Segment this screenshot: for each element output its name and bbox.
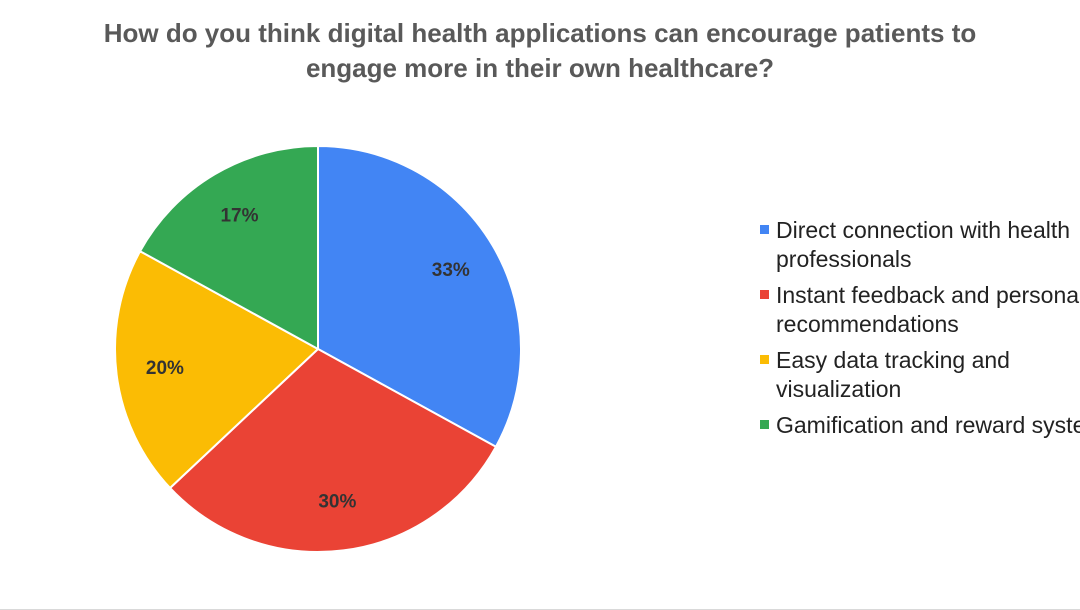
legend-label-4: Gamification and reward systems: [776, 411, 1080, 440]
legend-label-2-line-1: Instant feedback and personalized: [776, 282, 1080, 308]
chart-legend: Direct connection with health professiona…: [760, 216, 1080, 447]
pie-slice-1: [317, 145, 522, 448]
legend-item-2: Instant feedback and personalized recomme…: [760, 281, 1080, 339]
legend-swatch-3: [760, 355, 769, 364]
legend-label-2: Instant feedback and personalized recomme…: [776, 281, 1080, 339]
chart-title-line-2: engage more in their own healthcare?: [305, 53, 775, 83]
legend-swatch-2: [760, 290, 769, 299]
legend-item-4: Gamification and reward systems: [760, 411, 1080, 440]
chart-title: How do you think digital health applicat…: [0, 16, 1080, 86]
pie-slice-3: [114, 250, 319, 489]
legend-item-3: Easy data tracking and visualization: [760, 346, 1080, 404]
chart-title-line-1: How do you think digital health applicat…: [103, 18, 977, 48]
pie-slice-label-3: 20%: [146, 358, 184, 379]
legend-label-2-line-2: recommendations: [776, 311, 959, 337]
pie-slice-label-1: 33%: [432, 260, 470, 281]
legend-label-1: Direct connection with health professiona…: [776, 216, 1080, 274]
legend-label-4-line-1: Gamification and reward systems: [776, 412, 1080, 438]
legend-label-1-line-1: Direct connection with health: [776, 217, 1071, 243]
pie-slice-2: [169, 348, 497, 553]
legend-label-1-line-2: professionals: [776, 246, 912, 272]
legend-label-3: Easy data tracking and visualization: [776, 346, 1080, 404]
legend-label-3-line-1: Easy data tracking and: [776, 347, 1010, 373]
pie-slice-label-2: 30%: [318, 492, 356, 513]
pie-slice-label-4: 17%: [220, 206, 258, 227]
legend-label-3-line-2: visualization: [776, 376, 902, 402]
legend-swatch-4: [760, 420, 769, 429]
legend-item-1: Direct connection with health professiona…: [760, 216, 1080, 274]
legend-swatch-1: [760, 225, 769, 234]
pie-slice-4: [139, 145, 319, 350]
